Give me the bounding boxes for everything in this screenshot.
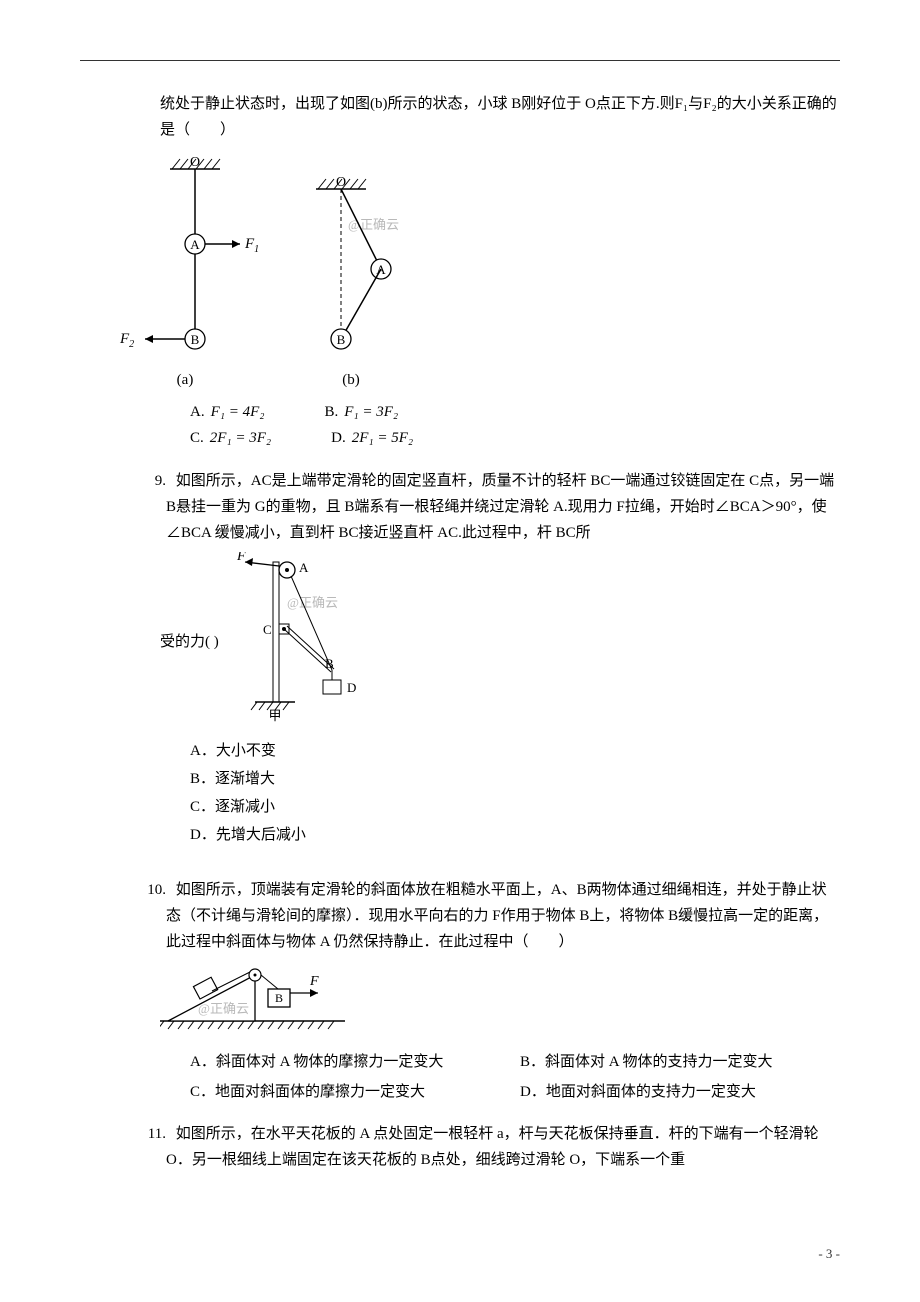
q9-opt-C: C．逐渐减小 xyxy=(160,794,840,820)
q8a-label-O: O xyxy=(190,155,200,170)
q9-caption: 甲 xyxy=(268,708,281,722)
q9-number: 9. xyxy=(136,468,172,494)
q10-opt-A: A．斜面体对 A 物体的摩擦力一定变大 xyxy=(190,1049,510,1075)
q8a-label-F1: F1 xyxy=(244,236,259,255)
q8-svg-a: O A B F1 F2 xyxy=(110,154,260,354)
q9-label-D: D xyxy=(347,680,356,695)
q9-label-F: F xyxy=(236,552,246,564)
q9-opt-B: B．逐渐增大 xyxy=(160,766,840,792)
q9-label-B: B xyxy=(325,656,334,671)
q9-text: 如图所示，AC是上端带定滑轮的固定竖直杆，质量不计的轻杆 BC一端通过铰链固定在… xyxy=(166,473,834,542)
q8-continuation-text: 统处于静止状态时，出现了如图(b)所示的状态，小球 B刚好位于 O点正下方.则F… xyxy=(160,91,840,144)
q9-label-A: A xyxy=(299,560,309,575)
content-column: 统处于静止状态时，出现了如图(b)所示的状态，小球 B刚好位于 O点正下方.则F… xyxy=(80,91,840,1174)
q10-text: 如图所示，顶端装有定滑轮的斜面体放在粗糙水平面上，A、B两物体通过细绳相连，并处… xyxy=(166,882,828,951)
q9-label-C: C xyxy=(263,622,272,637)
q10-opt-C: C．地面对斜面体的摩擦力一定变大 xyxy=(190,1079,510,1105)
top-rule xyxy=(80,60,840,61)
q8a-label-F2: F2 xyxy=(119,331,134,350)
q8b-label-O: O xyxy=(336,175,346,190)
q8-options-row2: C. 2F₁ = 3F₂ D. 2F₁ = 5F₂ xyxy=(160,425,840,451)
q11-block: 11. 如图所示，在水平天花板的 A 点处固定一根轻杆 a，杆与天花板保持垂直．… xyxy=(160,1121,840,1174)
q8-opt-A: F₁ = 4F₂ xyxy=(211,404,265,420)
q8a-label-A: A xyxy=(190,237,200,252)
q8-opt-B: F₁ = 3F₂ xyxy=(344,404,398,420)
q9-options: A．大小不变 B．逐渐增大 C．逐渐减小 D．先增大后减小 xyxy=(160,738,840,849)
q10-label-F: F xyxy=(309,974,319,989)
q11-text: 如图所示，在水平天花板的 A 点处固定一根轻杆 a，杆与天花板保持垂直．杆的下端… xyxy=(166,1126,819,1168)
q9-opt-A: A．大小不变 xyxy=(160,738,840,764)
q8-caption-b: (b) xyxy=(286,367,416,393)
q10-opt-B: B．斜面体对 A 物体的支持力一定变大 xyxy=(520,1049,840,1075)
q8-svg-b: O @正确云 A B xyxy=(286,174,416,354)
q8-figure-a: O A B F1 F2 (a) xyxy=(110,154,260,394)
q8-caption-a: (a) xyxy=(110,367,260,393)
q8-opt-D: 2F₁ = 5F₂ xyxy=(352,430,413,446)
q8-options-row1: A. F₁ = 4F₂ B. F₁ = 3F₂ xyxy=(160,399,840,425)
q10-options: A．斜面体对 A 物体的摩擦力一定变大 B．斜面体对 A 物体的支持力一定变大 … xyxy=(160,1049,840,1106)
q8-opt-A-letter: A. xyxy=(190,404,205,420)
q8-opt-C: 2F₁ = 3F₂ xyxy=(210,430,271,446)
q10-label-B: B xyxy=(275,991,283,1005)
q9-opt-D: D．先增大后减小 xyxy=(160,822,840,848)
q8-figure-row: O A B F1 F2 (a) xyxy=(110,154,840,394)
q9-figure: A F C @正确云 xyxy=(235,552,365,731)
q10-watermark: @正确云 xyxy=(198,1001,249,1016)
q10-opt-D: D．地面对斜面体的支持力一定变大 xyxy=(520,1079,840,1105)
q8a-label-B: B xyxy=(191,332,200,347)
q9-block: 9. 如图所示，AC是上端带定滑轮的固定竖直杆，质量不计的轻杆 BC一端通过铰链… xyxy=(160,468,840,849)
page: 统处于静止状态时，出现了如图(b)所示的状态，小球 B刚好位于 O点正下方.则F… xyxy=(0,0,920,1302)
q9-inline-lead: 受的力( ) xyxy=(160,629,219,655)
page-footer: - 3 - xyxy=(818,1246,840,1262)
q10-block: 10. 如图所示，顶端装有定滑轮的斜面体放在粗糙水平面上，A、B两物体通过细绳相… xyxy=(160,877,840,1106)
q8b-label-B: B xyxy=(337,332,346,347)
q8-opt-C-letter: C. xyxy=(190,430,204,446)
q10-figure: @正确云 B F xyxy=(160,963,840,1042)
q11-number: 11. xyxy=(136,1121,172,1147)
q8-opt-D-letter: D. xyxy=(331,430,346,446)
q9-watermark: @正确云 xyxy=(287,595,338,610)
q8-figure-b: O @正确云 A B (b) xyxy=(286,174,416,394)
q8-opt-B-letter: B. xyxy=(324,404,338,420)
q10-number: 10. xyxy=(136,877,172,903)
